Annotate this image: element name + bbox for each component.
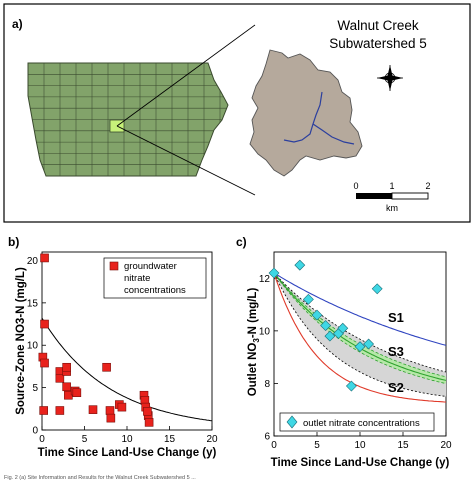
panel-c-letter: c) [236, 235, 247, 249]
x-tick-label: 20 [440, 440, 452, 451]
data-point [117, 402, 127, 412]
stream-main [283, 91, 323, 143]
data-point [62, 382, 71, 392]
panel-c-ticks: 0 5 10 15 20 6 8 10 12 [259, 274, 452, 451]
data-point [62, 362, 71, 372]
panel-c-envelope-lower [273, 272, 447, 397]
series-band-edge [273, 272, 447, 384]
panel-b: b) 0 5 10 15 20 0 5 10 15 20 groundwater nitrate … [8, 235, 218, 459]
data-point [105, 406, 115, 415]
x-tick-label: 15 [397, 440, 409, 451]
observation-point [311, 309, 323, 321]
x-tick-label: 5 [82, 434, 88, 445]
observation-point [354, 341, 366, 353]
y-tick-label: 6 [264, 432, 270, 443]
data-point [40, 253, 49, 263]
x-tick-label: 20 [206, 434, 218, 445]
legend-diamond-marker [286, 415, 298, 429]
panel-a-letter: a) [12, 17, 23, 31]
data-point [72, 388, 82, 398]
panel-c-xlabel: Time Since Land-Use Change (y) [271, 457, 450, 469]
panel-b-letter: b) [8, 235, 19, 249]
panel-b-ticks: 0 5 10 15 20 0 5 10 15 20 [27, 256, 218, 445]
x-tick-label: 0 [271, 440, 277, 451]
callout-line-top [116, 24, 256, 127]
y-tick-label: 20 [27, 256, 39, 267]
data-point [40, 358, 49, 368]
observation-point [320, 320, 332, 332]
series-line-s1 [273, 272, 447, 346]
callout-line-bottom [116, 125, 256, 196]
watershed-map: Walnut Creek Subwatershed 5 0 1 2 km [249, 18, 431, 213]
y-tick-label: 12 [259, 274, 271, 285]
data-point [143, 407, 152, 416]
panel-c-points [268, 259, 383, 392]
data-point [39, 406, 49, 415]
scale-bar: 0 1 2 km [353, 181, 430, 213]
y-tick-label: 15 [27, 298, 39, 309]
y-tick-label: 0 [32, 426, 38, 437]
panel-c: c) 0 5 10 15 20 6 8 10 12 S1 S3 S2 outlet nitrat… [236, 235, 452, 469]
scale-unit: km [386, 203, 398, 213]
panel-b-legend: groundwater nitrate concentrations [103, 257, 207, 299]
x-tick-label: 5 [314, 440, 320, 451]
series-line-s2 [273, 272, 446, 403]
x-tick-label: 10 [121, 434, 133, 445]
watershed-outline [249, 49, 363, 177]
scale-tick-0: 0 [353, 181, 358, 191]
observation-point [371, 283, 383, 295]
watershed-title-line2: Subwatershed 5 [329, 36, 427, 51]
panel-c-ylabel: Outlet NO3-N (mg/L) [247, 288, 261, 397]
panel-c-legend-box [279, 412, 435, 432]
data-point [40, 319, 49, 329]
panel-b-ylabel: Source-Zone NO3-N (mg/L) [15, 267, 27, 415]
x-tick-label: 10 [354, 440, 366, 451]
panel-c-legend: outlet nitrate concentrations [279, 412, 435, 432]
iowa-map [27, 24, 256, 196]
series-label-s3: S3 [388, 344, 404, 359]
panel-b-legend-line3: concentrations [124, 285, 186, 296]
observation-point [324, 330, 336, 342]
observation-point [337, 322, 349, 334]
panel-b-fit-curve [41, 317, 213, 422]
data-point [55, 373, 65, 383]
panel-b-xlabel: Time Since Land-Use Change (y) [38, 447, 217, 459]
panel-b-legend-line1: groundwater [124, 261, 177, 272]
legend-square-marker [109, 261, 119, 271]
observation-point [363, 338, 375, 350]
panel-b-legend-box [103, 257, 207, 299]
series-label-s1: S1 [388, 310, 404, 325]
scale-tick-1: 1 [389, 181, 394, 191]
data-point [106, 413, 116, 423]
stream-branch [312, 123, 355, 145]
y-tick-label: 5 [32, 383, 38, 394]
data-point [144, 418, 154, 427]
observation-point [345, 380, 357, 392]
x-tick-label: 0 [39, 434, 45, 445]
compass-icon [377, 65, 403, 91]
scale-tick-2: 2 [425, 181, 430, 191]
panel-c-legend-label: outlet nitrate concentrations [303, 418, 420, 429]
observation-point [294, 259, 306, 271]
data-point [88, 405, 98, 414]
x-tick-label: 15 [164, 434, 176, 445]
observation-point [302, 293, 314, 305]
observation-point [268, 267, 280, 279]
panel-b-points [38, 253, 154, 427]
figure-caption: Fig. 2 (a) Site Information and Results … [4, 475, 196, 481]
y-tick-label: 8 [264, 379, 270, 390]
y-tick-label: 10 [27, 341, 39, 352]
panel-b-legend-line2: nitrate [124, 273, 150, 284]
series-label-s2: S2 [388, 380, 404, 395]
data-point [102, 362, 111, 372]
data-point [55, 406, 65, 415]
watershed-title-line1: Walnut Creek [337, 18, 419, 33]
y-tick-label: 10 [259, 326, 271, 337]
panel-a: a) Walnut Creek Subwatershed 5 [3, 3, 471, 223]
panel-c-envelope-upper [273, 272, 447, 373]
